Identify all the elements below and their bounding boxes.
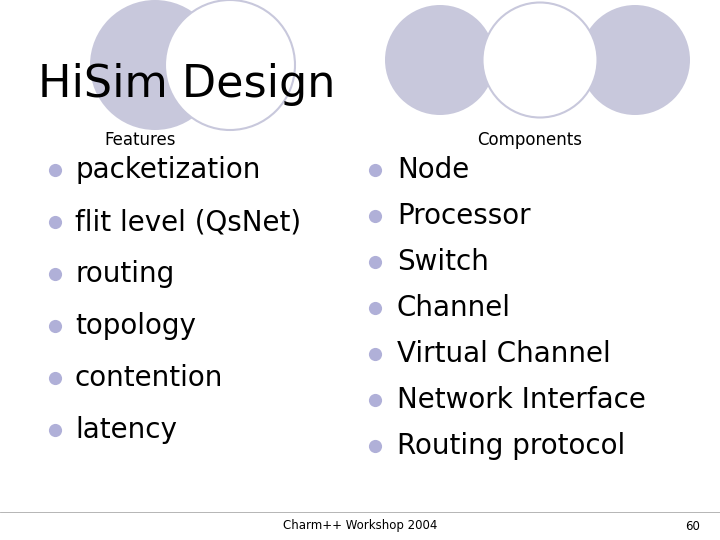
- Text: 60: 60: [685, 519, 700, 532]
- Point: [369, 303, 381, 312]
- Text: topology: topology: [75, 312, 196, 340]
- Ellipse shape: [580, 5, 690, 115]
- Text: packetization: packetization: [75, 156, 261, 184]
- Text: Network Interface: Network Interface: [397, 386, 646, 414]
- Point: [369, 442, 381, 450]
- Text: routing: routing: [75, 260, 174, 288]
- Point: [369, 258, 381, 266]
- Text: Routing protocol: Routing protocol: [397, 432, 625, 460]
- Text: latency: latency: [75, 416, 177, 444]
- Point: [369, 396, 381, 404]
- Text: HiSim Design: HiSim Design: [38, 64, 336, 106]
- Text: Channel: Channel: [397, 294, 511, 322]
- Text: Features: Features: [104, 131, 176, 149]
- Ellipse shape: [482, 3, 598, 118]
- Text: Components: Components: [477, 131, 582, 149]
- Point: [49, 269, 60, 278]
- Point: [49, 166, 60, 174]
- Text: contention: contention: [75, 364, 223, 392]
- Text: Charm++ Workshop 2004: Charm++ Workshop 2004: [283, 519, 437, 532]
- Text: Node: Node: [397, 156, 469, 184]
- Text: Virtual Channel: Virtual Channel: [397, 340, 611, 368]
- Point: [49, 426, 60, 434]
- Ellipse shape: [385, 5, 495, 115]
- Point: [49, 322, 60, 330]
- Text: Switch: Switch: [397, 248, 489, 276]
- Text: flit level (QsNet): flit level (QsNet): [75, 208, 301, 236]
- Point: [369, 350, 381, 359]
- Ellipse shape: [165, 0, 295, 130]
- Point: [369, 212, 381, 220]
- Point: [369, 166, 381, 174]
- Text: Processor: Processor: [397, 202, 531, 230]
- Ellipse shape: [90, 0, 220, 130]
- Point: [49, 374, 60, 382]
- Point: [49, 218, 60, 226]
